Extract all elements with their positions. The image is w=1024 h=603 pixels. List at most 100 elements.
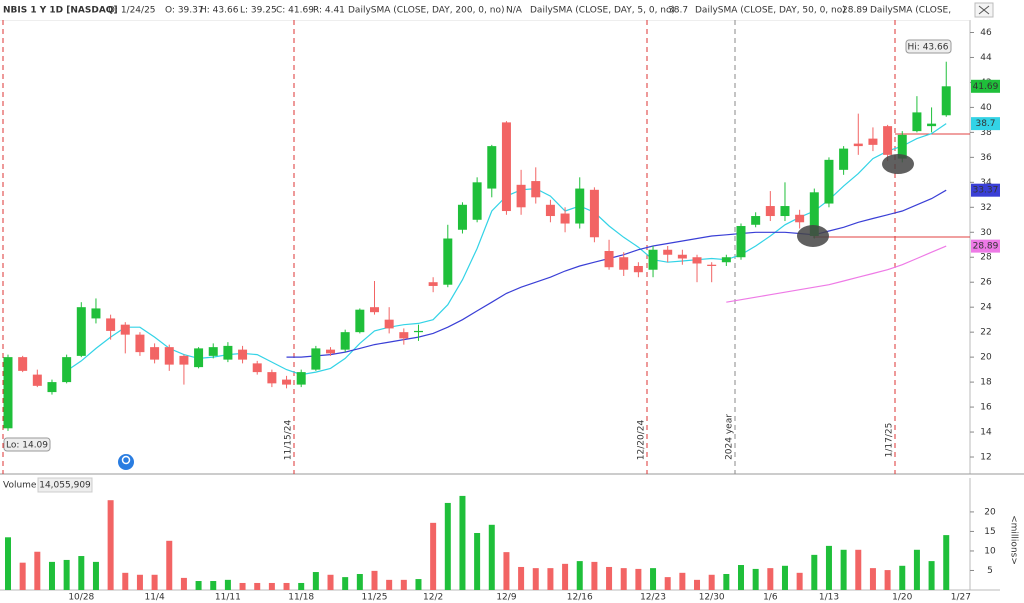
event-label: 1/17/25 bbox=[885, 423, 895, 458]
volume-bar bbox=[5, 537, 11, 590]
price-tag bbox=[971, 183, 1000, 197]
volume-bar bbox=[239, 582, 246, 590]
x-tick-label: 1/20 bbox=[892, 593, 912, 603]
volume-bar bbox=[415, 579, 422, 590]
candle-body bbox=[824, 159, 834, 204]
candle-body bbox=[384, 319, 394, 329]
close-icon bbox=[978, 5, 990, 15]
y-tick-label: 12 bbox=[980, 453, 991, 463]
quote-field: L: 39.25 bbox=[240, 6, 277, 16]
y-tick-label: 28 bbox=[980, 253, 992, 263]
candle-body bbox=[589, 189, 599, 238]
y-tick-label: 34 bbox=[980, 178, 992, 188]
candle-body bbox=[179, 355, 189, 365]
volume-bar bbox=[386, 579, 393, 590]
study-value: 28.89 bbox=[842, 6, 868, 16]
candle-body bbox=[487, 146, 497, 189]
candle-body bbox=[76, 307, 86, 356]
volume-bar bbox=[210, 581, 217, 590]
candle-body bbox=[428, 282, 438, 286]
candle-body bbox=[18, 357, 28, 371]
volume-bar bbox=[488, 524, 495, 590]
volume-bar bbox=[78, 556, 85, 590]
candle-body bbox=[795, 214, 805, 223]
highlight-ellipse bbox=[797, 225, 829, 247]
candle-body bbox=[853, 143, 863, 147]
volume-bar bbox=[869, 568, 876, 590]
candle-body bbox=[560, 213, 570, 224]
x-tick-label: 12/16 bbox=[567, 593, 593, 603]
study-name: DailySMA (CLOSE, DAY, 200, 0, no) bbox=[348, 6, 504, 16]
volume-bar bbox=[606, 566, 613, 590]
x-tick-label: 11/25 bbox=[362, 593, 388, 603]
quote-field: D: 1/24/25 bbox=[108, 6, 156, 16]
candle-body bbox=[47, 382, 57, 393]
candle-body bbox=[340, 332, 350, 350]
volume-bar bbox=[811, 554, 818, 590]
volume-bar bbox=[562, 563, 569, 590]
candle-body bbox=[721, 257, 731, 263]
candle-body bbox=[619, 257, 629, 270]
candle-body bbox=[707, 264, 717, 266]
volume-bar bbox=[298, 582, 305, 590]
price-plot bbox=[3, 61, 951, 431]
event-icon[interactable] bbox=[118, 454, 134, 470]
lo-label: Lo: 14.09 bbox=[6, 441, 48, 451]
volume-bar bbox=[767, 568, 774, 590]
volume-value: 14,055,909 bbox=[39, 481, 91, 491]
volume-bar bbox=[547, 568, 554, 590]
volume-bar bbox=[107, 500, 114, 590]
y-tick-label: 20 bbox=[984, 507, 996, 517]
quote-field: C: 41.69 bbox=[276, 6, 314, 16]
x-tick-label: 1/6 bbox=[763, 593, 778, 603]
candle-body bbox=[927, 123, 937, 127]
candle-body bbox=[3, 357, 13, 429]
y-tick-label: 32 bbox=[980, 203, 991, 213]
candle-body bbox=[912, 112, 922, 132]
volume-bar bbox=[840, 549, 847, 590]
volume-bar bbox=[356, 573, 363, 590]
volume-bar bbox=[19, 562, 26, 590]
candle-body bbox=[194, 348, 204, 368]
candle-body bbox=[267, 372, 277, 384]
x-tick-label: 12/9 bbox=[496, 593, 516, 603]
volume-bar bbox=[327, 574, 334, 590]
symbol: NBIS 1 Y 1D [NASDAQ] bbox=[3, 6, 118, 16]
y-tick-label: 5 bbox=[987, 566, 993, 576]
candle-body bbox=[751, 216, 761, 225]
volume-bar bbox=[459, 495, 466, 590]
year-label: 2024 year bbox=[725, 414, 735, 460]
volume-bar bbox=[855, 549, 862, 590]
hi-label: Hi: 43.66 bbox=[908, 43, 949, 53]
x-tick-label: 12/2 bbox=[423, 593, 443, 603]
volume-bar bbox=[708, 574, 715, 590]
volume-bar bbox=[650, 568, 657, 590]
candle-body bbox=[765, 206, 775, 217]
study-name: DailySMA (CLOSE, DAY, 5, 0, no) bbox=[530, 6, 675, 16]
candle-body bbox=[208, 347, 218, 356]
candle-body bbox=[150, 347, 160, 360]
candle-body bbox=[472, 182, 482, 220]
candle-body bbox=[736, 226, 746, 258]
price-tag-label: 33.37 bbox=[973, 186, 999, 196]
y-tick-label: 44 bbox=[980, 53, 992, 63]
x-tick-label: 1/27 bbox=[951, 593, 971, 603]
candle-body bbox=[809, 192, 819, 237]
volume-title: Volume bbox=[3, 481, 37, 491]
volume-bar bbox=[371, 570, 378, 590]
volume-bar bbox=[884, 570, 891, 590]
volume-bar bbox=[532, 568, 539, 590]
volume-bar bbox=[63, 559, 70, 590]
volume-bar bbox=[195, 581, 202, 590]
x-tick-label: 11/4 bbox=[144, 593, 164, 603]
volume-bar bbox=[694, 579, 701, 590]
x-tick-label: 11/11 bbox=[215, 593, 241, 603]
candle-body bbox=[370, 307, 379, 313]
volume-bar bbox=[151, 574, 158, 590]
x-tick-label: 12/23 bbox=[640, 593, 666, 603]
volume-bar bbox=[928, 561, 935, 590]
volume-bar bbox=[92, 561, 99, 590]
sma-line bbox=[726, 245, 947, 303]
candle-body bbox=[633, 265, 643, 273]
